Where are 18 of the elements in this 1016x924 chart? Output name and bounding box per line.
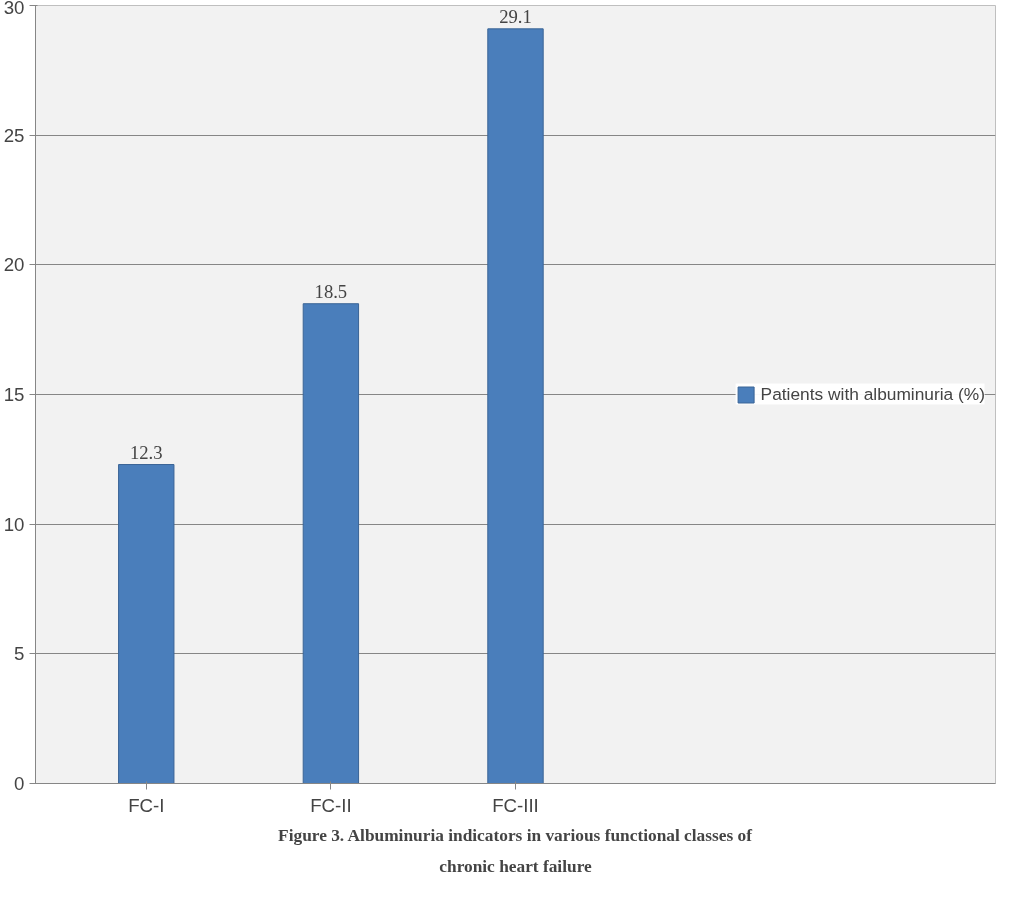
y-tick-label: 5 <box>14 643 25 665</box>
y-tick-label: 0 <box>14 773 25 794</box>
bar <box>302 303 360 784</box>
y-tick-label: 30 <box>3 0 25 18</box>
data-label: 12.3 <box>129 441 163 463</box>
y-tick-label: 10 <box>3 513 25 535</box>
data-label: 29.1 <box>499 5 532 27</box>
bar <box>118 464 175 784</box>
y-tick-label: 20 <box>3 254 25 276</box>
x-tick-label: FC-III <box>492 794 539 816</box>
legend-label: Patients with albuminuria (%) <box>760 383 985 405</box>
y-tick-label: 15 <box>3 384 25 405</box>
y-tick-label: 25 <box>3 124 25 146</box>
data-label: 18.5 <box>314 280 348 302</box>
x-tick-label: FC-I <box>128 794 165 816</box>
bar <box>487 28 544 784</box>
x-tick-label: FC-II <box>310 794 352 816</box>
caption: Figure 3. Albuminuria indicators in various functional classes of chronic heart failure <box>278 825 753 876</box>
